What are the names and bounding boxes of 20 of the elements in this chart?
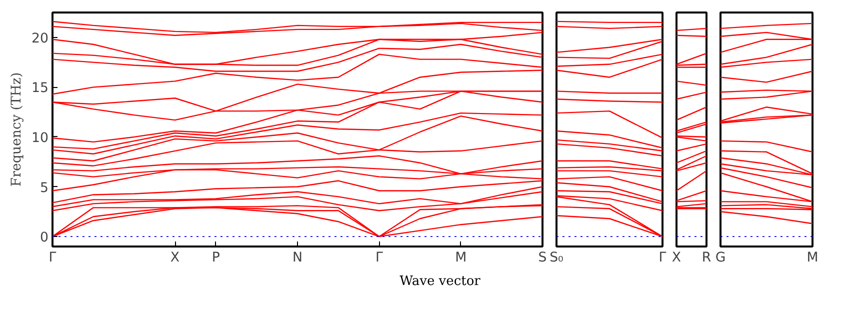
x-tick-label: Γ: [48, 250, 57, 266]
y-tick-label: 20: [32, 31, 49, 46]
x-tick-label: M: [455, 250, 467, 266]
x-tick-label: N: [292, 250, 302, 266]
x-tick-label: P: [212, 250, 220, 266]
x-tick-label: X: [672, 250, 682, 266]
x-tick-label: X: [170, 250, 180, 266]
x-tick-label: S: [538, 250, 547, 266]
x-tick-label: R: [702, 250, 712, 266]
x-tick-label: Γ: [658, 250, 667, 266]
x-tick-label: S₀: [550, 250, 564, 266]
y-tick-label: 10: [32, 130, 49, 146]
x-tick-label: M: [806, 250, 818, 266]
y-tick-label: 15: [32, 81, 49, 96]
y-tick-label: 0: [40, 230, 49, 246]
x-tick-label: G: [715, 250, 726, 266]
y-axis-title: Frequency (THz): [10, 72, 25, 187]
y-tick-label: 5: [40, 180, 49, 196]
x-tick-label: Γ: [375, 250, 384, 266]
x-axis-title: Wave vector: [398, 273, 482, 291]
